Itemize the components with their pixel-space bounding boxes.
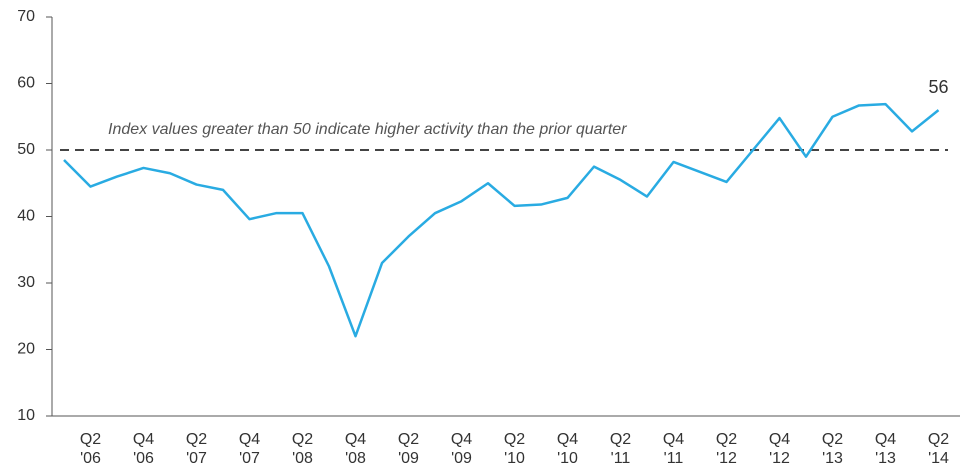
x-tick-label: '07 <box>239 450 260 467</box>
x-tick-label: Q2 <box>186 431 207 448</box>
x-tick-label: '11 <box>611 450 631 467</box>
x-tick-label: Q4 <box>345 431 366 448</box>
x-tick-label: '09 <box>451 450 472 467</box>
y-tick-label: 20 <box>17 341 35 358</box>
x-tick-label: '10 <box>504 450 525 467</box>
x-tick-label: '08 <box>345 450 366 467</box>
x-tick-label: '09 <box>398 450 419 467</box>
x-tick-label: Q2 <box>292 431 313 448</box>
x-tick-label: Q2 <box>610 431 631 448</box>
x-tick-label: Q4 <box>663 431 684 448</box>
x-tick-label: '14 <box>928 450 949 467</box>
y-tick-label: 70 <box>17 8 35 25</box>
x-tick-label: Q2 <box>504 431 525 448</box>
data-line <box>63 102 940 338</box>
y-tick-label: 40 <box>17 208 35 225</box>
y-tick-label: 30 <box>17 274 35 291</box>
x-tick-label: '08 <box>292 450 313 467</box>
x-tick-label: '12 <box>769 450 790 467</box>
x-tick-label: Q4 <box>875 431 896 448</box>
x-tick-label: '13 <box>875 450 896 467</box>
y-tick-label: 10 <box>17 407 35 424</box>
x-tick-label: Q4 <box>451 431 472 448</box>
x-tick-label: Q2 <box>822 431 843 448</box>
data-label: 56 <box>928 77 948 97</box>
x-tick-label: Q2 <box>398 431 419 448</box>
x-tick-label: '06 <box>80 450 101 467</box>
x-tick-label: '13 <box>822 450 843 467</box>
x-tick-label: Q2 <box>80 431 101 448</box>
x-tick-label: '06 <box>133 450 154 467</box>
x-tick-label: '12 <box>716 450 737 467</box>
x-tick-label: Q4 <box>239 431 260 448</box>
x-tick-label: '07 <box>186 450 207 467</box>
x-tick-label: Q2 <box>716 431 737 448</box>
x-tick-label: Q4 <box>133 431 154 448</box>
reference-label: Index values greater than 50 indicate hi… <box>108 121 627 138</box>
x-tick-label: Q4 <box>557 431 578 448</box>
y-tick-label: 60 <box>17 75 35 92</box>
y-tick-label: 50 <box>17 141 35 158</box>
x-tick-label: Q2 <box>928 431 949 448</box>
x-tick-label: '11 <box>664 450 684 467</box>
x-tick-label: Q4 <box>769 431 790 448</box>
x-tick-label: '10 <box>557 450 578 467</box>
